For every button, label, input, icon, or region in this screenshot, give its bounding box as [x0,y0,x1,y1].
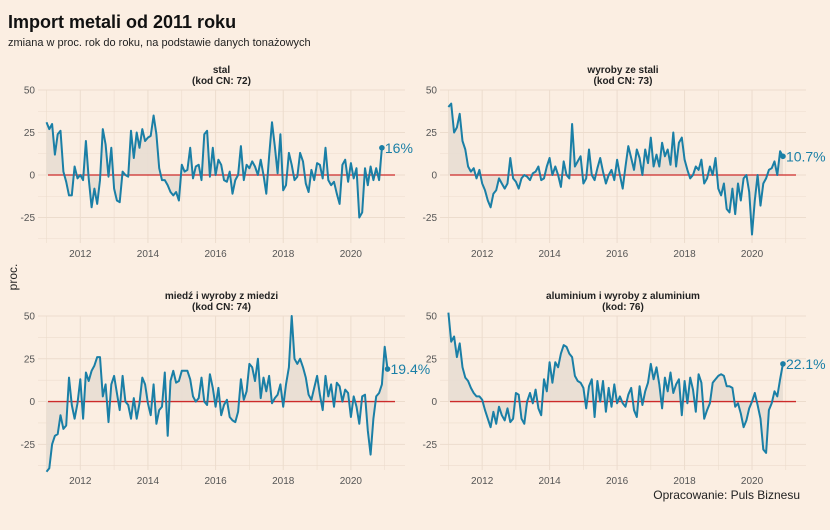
y-tick-label: 50 [24,312,36,323]
x-tick-label: 2012 [471,249,494,260]
y-tick-label: 0 [29,171,35,182]
panel-subtitle: (kod CN: 72) [192,76,251,87]
x-tick-label: 2016 [204,476,227,487]
x-tick-label: 2018 [272,476,295,487]
x-tick-label: 2014 [539,476,562,487]
end-label: 22.1% [786,356,826,372]
panel-subtitle: (kod: 76) [602,302,644,313]
panel-title: miedź i wyroby z miedzi [165,291,279,302]
y-tick-label: -25 [423,213,438,224]
end-label: 16% [385,140,413,156]
y-tick-label: 0 [431,171,437,182]
x-tick-label: 2020 [340,249,363,260]
panel-1: 16% 50 25 0 -25 2012 2014 2016 2018 2020 stal(kod … [21,65,413,260]
y-tick-label: 50 [426,86,438,97]
x-tick-label: 2020 [340,476,363,487]
y-tick-label: -25 [21,213,36,224]
series-line [447,312,784,454]
y-tick-label: -25 [21,440,36,451]
end-point [780,361,786,367]
y-tick-label: 0 [29,397,35,408]
source-caption: Opracowanie: Puls Biznesu [653,488,800,502]
x-tick-label: 2020 [741,476,764,487]
y-tick-label: 50 [24,86,36,97]
y-tick-label: 25 [24,354,36,365]
x-tick-label: 2012 [69,476,92,487]
x-tick-label: 2012 [69,249,92,260]
end-label: 19.4% [391,361,431,377]
chart-subtitle: zmiana w proc. rok do roku, na podstawie… [8,37,311,49]
area-fill [448,312,783,453]
y-tick-label: -25 [423,440,438,451]
panel-title: wyroby ze stali [586,65,658,76]
panel-4: 22.1% 50 25 0 -25 2012 2014 2016 2018 2020 alumini… [423,291,826,487]
panel-subtitle: (kod CN: 73) [594,76,653,87]
x-tick-label: 2012 [471,476,494,487]
x-tick-label: 2016 [204,249,227,260]
end-point [379,145,385,151]
panel-title: aluminium i wyroby z aluminium [546,291,700,302]
y-tick-label: 50 [426,312,438,323]
x-tick-label: 2016 [606,476,629,487]
x-tick-label: 2018 [272,249,295,260]
panel-subtitle: (kod CN: 74) [192,302,251,313]
x-tick-label: 2014 [137,476,160,487]
series-line [45,315,389,473]
y-tick-label: 25 [426,354,438,365]
x-tick-label: 2018 [673,249,696,260]
x-tick-label: 2014 [539,249,562,260]
panel-3: 19.4% 50 25 0 -25 2012 2014 2016 2018 2020 miedź i… [21,291,431,487]
x-tick-label: 2018 [673,476,696,487]
y-tick-label: 25 [426,128,438,139]
end-point [780,153,786,160]
x-tick-label: 2020 [741,249,764,260]
series-line [447,102,784,236]
panel-2: 10.7% 50 25 0 -25 2012 2014 2016 2018 2020 wyroby … [423,65,826,260]
x-tick-label: 2016 [606,249,629,260]
end-point [384,366,391,372]
end-label: 10.7% [786,148,826,164]
chart-title: Import metali od 2011 roku [8,12,237,32]
y-tick-label: 25 [24,128,36,139]
x-tick-label: 2014 [137,249,160,260]
panel-title: stal [213,65,230,76]
y-tick-label: 0 [431,397,437,408]
series-line [45,114,383,219]
